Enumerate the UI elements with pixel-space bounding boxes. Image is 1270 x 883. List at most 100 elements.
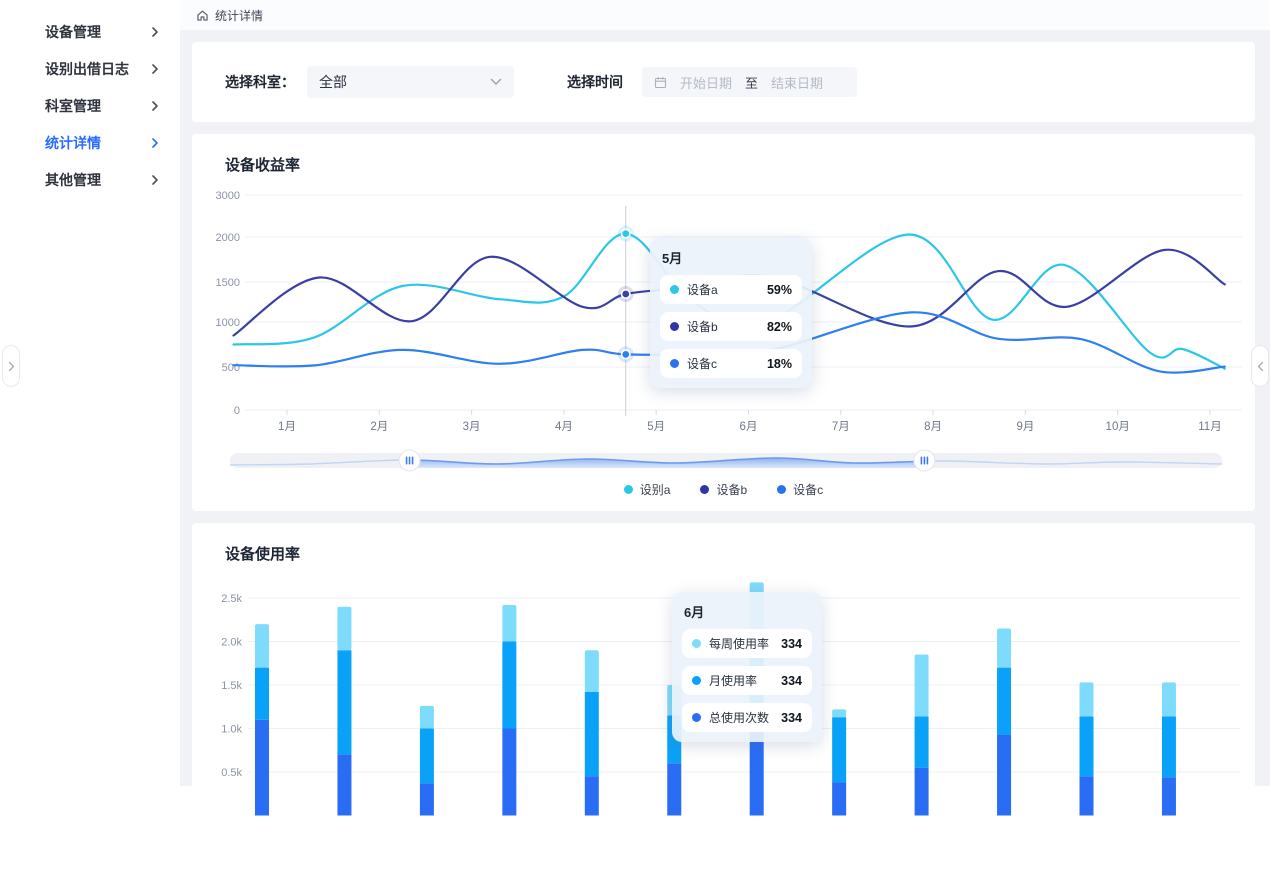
svg-text:500: 500 (222, 362, 240, 374)
svg-text:11月: 11月 (1198, 421, 1221, 433)
chevron-left-icon (1257, 361, 1264, 372)
date-range-picker[interactable]: 开始日期 至 结束日期 (642, 67, 857, 97)
tooltip-series-label: 设备c (687, 357, 718, 371)
svg-text:0.5k: 0.5k (221, 767, 242, 779)
bar-chart-title: 设备使用率 (225, 546, 301, 563)
chevron-right-icon (152, 100, 158, 111)
tooltip-row: 每周使用率 334 (682, 629, 812, 658)
svg-text:1500: 1500 (216, 277, 240, 289)
legend-label: 设备c (793, 483, 824, 497)
sidebar-menu: 设备管理设别出借日志 科室管理统计详情其他管理 (0, 0, 180, 198)
panel-collapse-button[interactable] (1251, 345, 1269, 387)
tooltip-series-label: 设备a (687, 283, 718, 297)
svg-text:3000: 3000 (216, 190, 240, 202)
tooltip-row: 月使用率 334 (682, 666, 812, 695)
svg-text:0: 0 (234, 405, 240, 417)
usage-rate-chart-card: 设备使用率 0.5k 1.0k 1.5k 2.0k 2.5k 6月 每周使用率 334 月使用… (192, 523, 1255, 883)
chevron-right-icon (152, 174, 158, 185)
series-dot-icon (692, 639, 701, 648)
tooltip-series-value: 59% (766, 282, 792, 297)
svg-text:5月: 5月 (647, 421, 665, 433)
tooltip-title: 5月 (662, 251, 683, 266)
line-chart-legend: 设别a 设备b 设备c (192, 481, 1255, 498)
datazoom-slider[interactable] (229, 448, 1223, 476)
main-content: 统计详情 选择科室： 全部 选择时间 开始日期 至 结束日期 设备收益率 0 50… (180, 0, 1270, 883)
chevron-down-icon (490, 78, 502, 86)
sidebar-expand-button[interactable] (2, 345, 20, 387)
svg-text:8月: 8月 (924, 421, 942, 433)
tooltip-row: 设备a 59% (660, 275, 802, 304)
svg-text:1.0k: 1.0k (221, 724, 242, 736)
bar-chart-tooltip: 6月每周使用率 334 月使用率 334 总使用次数 334 (672, 592, 822, 742)
date-end-input[interactable]: 结束日期 (771, 75, 824, 91)
calendar-icon (654, 76, 667, 89)
legend-item[interactable]: 设备b (700, 481, 747, 498)
series-dot-icon (670, 322, 679, 331)
department-select[interactable]: 全部 (307, 66, 514, 98)
sidebar-item-4[interactable]: 统计详情 (0, 124, 180, 161)
svg-text:3月: 3月 (463, 421, 481, 433)
chevron-right-icon (152, 137, 158, 148)
tooltip-series-value: 334 (781, 636, 802, 651)
tooltip-series-label: 每周使用率 (709, 637, 770, 651)
series-dot-icon (670, 359, 679, 368)
tooltip-row: 设备b 82% (660, 312, 802, 341)
svg-text:1000: 1000 (216, 317, 240, 329)
date-start-input[interactable]: 开始日期 (680, 75, 733, 91)
sidebar-item-label: 设备管理 (45, 23, 101, 40)
sidebar-item-label: 设别出借日志 (45, 60, 129, 77)
department-select-value: 全部 (319, 74, 347, 90)
tooltip-series-value: 334 (781, 673, 802, 688)
datazoom-handle-right[interactable] (913, 449, 936, 472)
svg-text:6月: 6月 (740, 421, 758, 433)
tooltip-title: 6月 (684, 605, 705, 620)
svg-text:7月: 7月 (832, 421, 850, 433)
series-dot-icon (670, 285, 679, 294)
datazoom-handle-left[interactable] (398, 449, 421, 472)
svg-text:1月: 1月 (278, 421, 296, 433)
legend-dot-icon (623, 485, 633, 494)
svg-text:2.0k: 2.0k (221, 637, 242, 649)
tooltip-series-label: 总使用次数 (709, 711, 770, 725)
line-chart-title: 设备收益率 (225, 157, 301, 174)
time-filter-label: 选择时间 (567, 74, 623, 90)
breadcrumb[interactable]: 统计详情 (180, 0, 1270, 31)
tooltip-series-label: 设备b (687, 320, 718, 334)
svg-text:4月: 4月 (555, 421, 573, 433)
date-separator: 至 (745, 75, 759, 91)
chevron-right-icon (152, 63, 158, 74)
filter-card: 选择科室： 全部 选择时间 开始日期 至 结束日期 (192, 42, 1255, 122)
tooltip-series-value: 334 (781, 710, 802, 725)
sidebar: 设备管理设别出借日志 科室管理统计详情其他管理 (0, 0, 181, 786)
sidebar-item-3[interactable]: 科室管理 (0, 87, 180, 124)
sidebar-item-2[interactable]: 设别出借日志 (0, 50, 180, 87)
home-icon (196, 9, 209, 22)
legend-dot-icon (700, 485, 710, 494)
sidebar-item-label: 科室管理 (45, 97, 101, 114)
legend-item[interactable]: 设别a (623, 481, 671, 498)
svg-text:9月: 9月 (1016, 421, 1034, 433)
svg-text:2000: 2000 (216, 232, 240, 244)
svg-text:1.5k: 1.5k (221, 680, 242, 692)
legend-label: 设别a (639, 483, 671, 497)
svg-text:2月: 2月 (370, 421, 388, 433)
chevron-right-icon (152, 26, 158, 37)
tooltip-row: 设备c 18% (660, 349, 802, 378)
sidebar-item-label: 其他管理 (45, 171, 101, 188)
series-dot-icon (692, 713, 701, 722)
profit-rate-chart-card: 设备收益率 0 500 1000 1500 2000 3000 1月 2月 3月 4月 5月 6月 7月… (192, 134, 1255, 511)
tooltip-row: 总使用次数 334 (682, 703, 812, 732)
series-dot-icon (692, 676, 701, 685)
line-chart-tooltip: 5月设备a 59% 设备b 82% 设备c 18% (650, 238, 812, 388)
tooltip-series-value: 18% (766, 356, 792, 371)
department-filter-label: 选择科室： (225, 74, 295, 90)
chevron-right-icon (8, 361, 15, 372)
sidebar-item-1[interactable]: 设备管理 (0, 13, 180, 50)
legend-item[interactable]: 设备c (777, 481, 823, 498)
tooltip-series-label: 月使用率 (709, 674, 758, 688)
legend-label: 设备b (716, 483, 748, 497)
svg-text:2.5k: 2.5k (221, 593, 242, 605)
sidebar-item-5[interactable]: 其他管理 (0, 161, 180, 198)
breadcrumb-title: 统计详情 (215, 8, 264, 23)
svg-text:10月: 10月 (1106, 421, 1130, 433)
